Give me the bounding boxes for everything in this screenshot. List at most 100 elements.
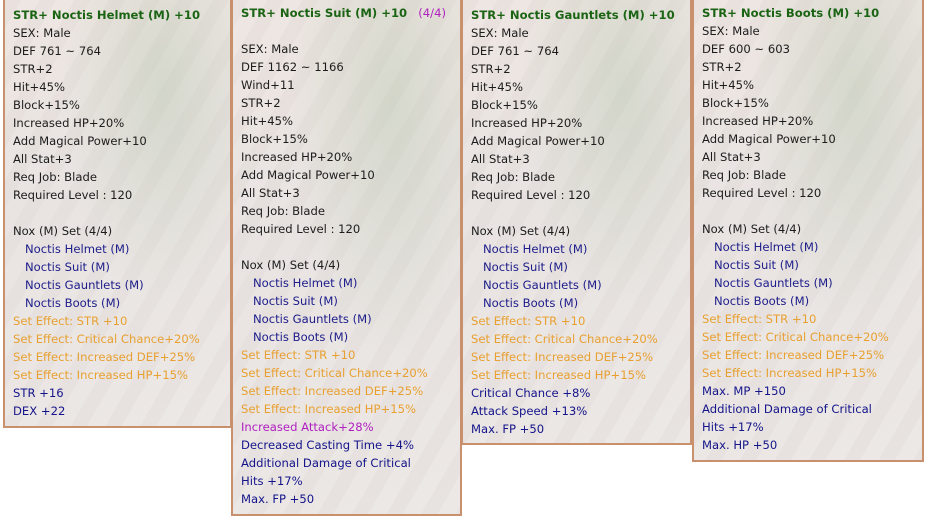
set-effect: Set Effect: Critical Chance+20% [13,332,200,346]
set-member: Noctis Helmet (M) [483,242,588,256]
stat-line: Req Job: Blade [241,204,325,218]
item-title: STR+ Noctis Helmet (M) +10 [13,6,230,24]
stat-line: Hit+45% [241,114,293,128]
set-effect: Set Effect: Increased DEF+25% [702,348,885,362]
set-member: Noctis Boots (M) [483,296,579,310]
set-effect: Set Effect: Increased HP+15% [241,402,416,416]
item-title: STR+ Noctis Gauntlets (M) +10 [471,6,690,24]
set-member: Noctis Gauntlets (M) [483,278,602,292]
stat-line: Nox (M) Set (4/4) [702,222,802,236]
stat-line: Required Level : 120 [241,222,361,236]
set-effect: Set Effect: STR +10 [702,312,817,326]
stat-line: Nox (M) Set (4/4) [241,258,341,272]
stat-line [13,204,230,222]
set-effect: Set Effect: Increased HP+15% [13,368,188,382]
stat-line: Req Job: Blade [471,170,555,184]
set-effect: Set Effect: Increased DEF+25% [241,384,424,398]
stat-line: STR+2 [241,96,281,110]
set-member: Noctis Helmet (M) [714,240,819,254]
stat-line: SEX: Male [471,26,529,40]
item-name: STR+ Noctis Suit (M) +10 [241,6,408,20]
stat-line: Increased HP+20% [241,150,353,164]
stat-line: Nox (M) Set (4/4) [471,224,571,238]
set-member: Noctis Suit (M) [483,260,568,274]
stat-line [241,22,460,40]
stat-line: Add Magical Power+10 [702,132,836,146]
stat-line: Additional Damage of Critical [702,402,872,416]
tooltip-helmet: STR+ Noctis Helmet (M) +10 SEX: Male DEF 7… [3,0,232,428]
stat-line [702,202,922,220]
stat-line: Hits +17% [241,474,303,488]
set-member: Noctis Gauntlets (M) [714,276,833,290]
set-member: Noctis Gauntlets (M) [25,278,144,292]
stat-line: STR+2 [702,60,742,74]
stat-line: Increased HP+20% [471,116,583,130]
stat-line: All Stat+3 [13,152,72,166]
stat-line: Add Magical Power+10 [471,134,605,148]
stat-line: All Stat+3 [702,150,761,164]
stat-line: DEF 1162 ~ 1166 [241,60,344,74]
stat-line: SEX: Male [241,42,299,56]
stat-line: Increased Attack+28% [241,420,374,434]
item-title: STR+ Noctis Suit (M) +10 (4/4) [241,4,460,22]
stat-line: STR +16 [13,386,64,400]
set-effect: Set Effect: Increased DEF+25% [13,350,196,364]
item-name: STR+ Noctis Boots (M) +10 [702,6,880,20]
set-member: Noctis Boots (M) [25,296,121,310]
stat-line: Block+15% [241,132,308,146]
set-effect: Set Effect: Critical Chance+20% [471,332,658,346]
stat-line: Hit+45% [13,80,65,94]
set-member: Noctis Gauntlets (M) [253,312,372,326]
stat-line: SEX: Male [702,24,760,38]
set-effect: Set Effect: STR +10 [13,314,128,328]
item-name: STR+ Noctis Gauntlets (M) +10 [471,8,675,22]
stat-line: DEF 600 ~ 603 [702,42,790,56]
set-member: Noctis Suit (M) [25,260,110,274]
stat-line [241,238,460,256]
stat-line: Required Level : 120 [471,188,591,202]
stat-line: Required Level : 120 [13,188,133,202]
stat-line: STR+2 [13,62,53,76]
stat-line: Req Job: Blade [702,168,786,182]
stat-line: SEX: Male [13,26,71,40]
set-effect: Set Effect: Increased HP+15% [471,368,646,382]
set-member: Noctis Helmet (M) [253,276,358,290]
stat-line: Additional Damage of Critical [241,456,411,470]
tooltip-suit: STR+ Noctis Suit (M) +10 (4/4) SEX: Male DE… [231,0,462,516]
set-member: Noctis Suit (M) [714,258,799,272]
stat-line: Nox (M) Set (4/4) [13,224,113,238]
stat-line: Wind+11 [241,78,295,92]
set-member: Noctis Boots (M) [253,330,349,344]
set-effect: Set Effect: STR +10 [241,348,356,362]
set-effect: Set Effect: Increased DEF+25% [471,350,654,364]
stat-line [471,204,690,222]
set-count: (4/4) [418,6,446,20]
tooltip-gauntlets: STR+ Noctis Gauntlets (M) +10 SEX: Male DE… [461,0,692,445]
stat-line: Decreased Casting Time +4% [241,438,414,452]
stat-line: Hit+45% [471,80,523,94]
stat-line: Block+15% [702,96,769,110]
set-member: Noctis Suit (M) [253,294,338,308]
stat-line: Hits +17% [702,420,764,434]
stat-line: Max. HP +50 [702,438,778,452]
set-effect: Set Effect: Increased HP+15% [702,366,877,380]
stat-line: DEF 761 ~ 764 [13,44,101,58]
set-member: Noctis Helmet (M) [25,242,130,256]
stat-line: Max. MP +150 [702,384,786,398]
stat-line: STR+2 [471,62,511,76]
stat-line: Increased HP+20% [702,114,814,128]
stat-line: Attack Speed +13% [471,404,588,418]
stat-line: Add Magical Power+10 [241,168,375,182]
stat-line: DEX +22 [13,404,66,418]
set-effect: Set Effect: Critical Chance+20% [241,366,428,380]
stat-line: Max. FP +50 [241,492,315,506]
set-effect: Set Effect: STR +10 [471,314,586,328]
stat-line: DEF 761 ~ 764 [471,44,559,58]
stat-line: All Stat+3 [471,152,530,166]
item-name: STR+ Noctis Helmet (M) +10 [13,8,201,22]
set-effect: Set Effect: Critical Chance+20% [702,330,889,344]
stat-line: Required Level : 120 [702,186,822,200]
stat-line: Critical Chance +8% [471,386,591,400]
tooltip-boots: STR+ Noctis Boots (M) +10 SEX: Male DEF 60… [692,0,924,462]
stat-line: Increased HP+20% [13,116,125,130]
